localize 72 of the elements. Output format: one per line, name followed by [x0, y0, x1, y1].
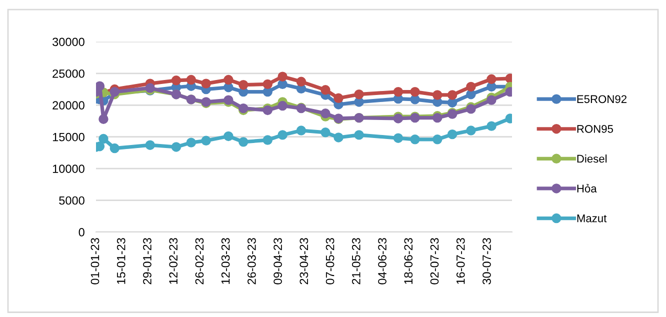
legend-label: E5RON92 [577, 95, 626, 104]
legend-label: RON95 [577, 125, 613, 133]
point [354, 89, 364, 100]
point [96, 142, 105, 152]
x-tick-label: 15-01-23 [116, 238, 126, 284]
point [201, 136, 211, 146]
point [296, 76, 306, 87]
y-tick-label: 20000 [52, 101, 84, 110]
x-tick-label: 09-04-23 [274, 238, 282, 284]
point [224, 74, 234, 85]
x-tick-label: 29-01-23 [143, 238, 152, 284]
point [334, 93, 344, 104]
point [320, 128, 330, 138]
point [278, 72, 288, 82]
point [486, 95, 496, 105]
x-tick-label: 30-07-23 [482, 238, 491, 284]
point [96, 81, 105, 91]
point [262, 135, 272, 145]
legend-label: Hỏa [577, 184, 597, 192]
point [186, 138, 196, 148]
y-tick-label: 25000 [52, 69, 84, 78]
y-tick-label: 0 [78, 228, 84, 236]
x-tick-label: 26-02-23 [195, 238, 204, 284]
point [238, 80, 248, 90]
x-tick-label: 16-07-23 [456, 238, 465, 284]
point [201, 78, 211, 88]
point [171, 76, 182, 86]
point [278, 130, 288, 140]
point [98, 114, 108, 124]
legend-label: Diesel [577, 154, 607, 163]
point [110, 143, 120, 154]
x-tick-label: 12-02-23 [169, 238, 178, 284]
point [296, 126, 306, 136]
x-tick-label: 18-06-23 [404, 238, 413, 284]
x-tick-label: 26-03-23 [248, 238, 256, 284]
point [186, 74, 196, 85]
y-tick-label: 10000 [52, 164, 84, 173]
point [278, 100, 288, 111]
point [432, 90, 442, 100]
point [334, 132, 344, 142]
point [238, 137, 248, 147]
x-tick-label: 02-07-23 [430, 238, 439, 284]
x-tick-label: 04-06-23 [378, 238, 386, 284]
point [466, 82, 476, 92]
point [393, 133, 404, 143]
point [145, 140, 155, 150]
point [466, 126, 476, 136]
point [447, 98, 458, 108]
x-tick-label: 12-03-23 [221, 238, 230, 284]
point [447, 129, 458, 140]
y-tick-label: 5000 [59, 196, 84, 205]
legend-label: Mazut [577, 214, 607, 222]
point [320, 85, 330, 95]
point [410, 134, 420, 144]
point [410, 86, 420, 97]
point [432, 134, 442, 144]
y-tick-label: 30000 [52, 38, 84, 46]
point [98, 134, 108, 144]
point [262, 79, 272, 90]
y-tick-label: 15000 [52, 132, 84, 142]
point [486, 121, 496, 131]
x-tick-label: 07-05-23 [326, 238, 334, 284]
point [486, 74, 496, 84]
x-tick-label: 21-05-23 [352, 238, 360, 284]
point [224, 131, 234, 142]
point [354, 130, 364, 140]
point [447, 90, 458, 100]
x-tick-label: 23-04-23 [300, 238, 308, 284]
x-tick-label: 01-01-23 [90, 238, 100, 284]
point [393, 86, 404, 97]
point [171, 142, 182, 152]
point [320, 108, 330, 118]
